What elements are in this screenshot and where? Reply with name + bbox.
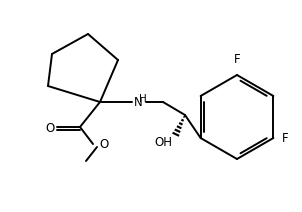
Text: O: O — [45, 121, 55, 134]
Text: O: O — [99, 138, 108, 151]
Text: F: F — [282, 131, 289, 145]
Text: N: N — [133, 96, 142, 110]
Text: F: F — [234, 53, 240, 66]
Text: H: H — [139, 94, 147, 104]
Text: OH: OH — [154, 137, 172, 149]
